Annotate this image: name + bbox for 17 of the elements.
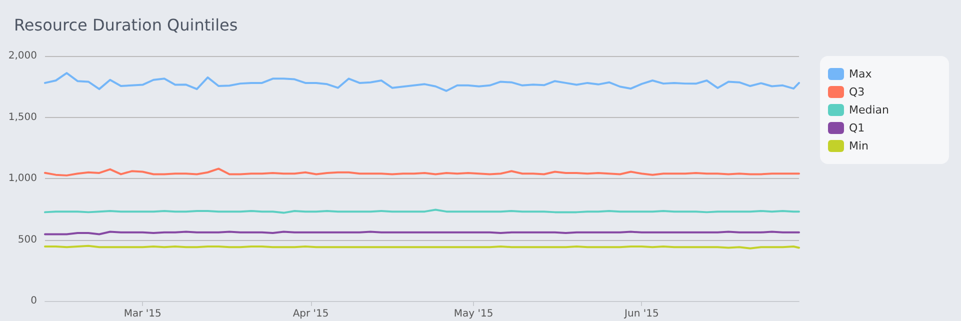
y-tick-label: 0 xyxy=(30,296,37,306)
legend-label: Min xyxy=(848,140,869,152)
line-series xyxy=(44,72,800,92)
chart-title: Resource Duration Quintiles xyxy=(14,16,238,34)
y-tick-label: 500 xyxy=(18,234,37,246)
line-series xyxy=(44,168,800,176)
x-tick-label: May '15 xyxy=(454,308,494,320)
x-tick-label: Mar '15 xyxy=(124,308,162,320)
y-tick-label: 1,000 xyxy=(8,173,37,184)
legend-label: Max xyxy=(848,68,872,80)
y-tick-label: 2,000 xyxy=(8,50,37,62)
legend-label: Q3 xyxy=(848,86,865,98)
legend-label: Q1 xyxy=(848,122,865,134)
legend-label: Median xyxy=(848,104,890,116)
x-tick-label: Apr '15 xyxy=(292,308,329,320)
x-tick-label: Jun '15 xyxy=(624,308,659,320)
y-tick-label: 1,500 xyxy=(8,112,37,123)
